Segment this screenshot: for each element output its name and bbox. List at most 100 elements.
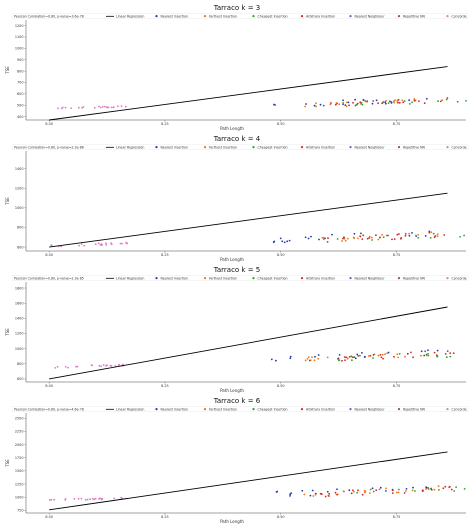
data-point: [106, 364, 108, 367]
data-point: [310, 235, 312, 238]
data-point: [305, 103, 307, 105]
legend-marker: [252, 277, 255, 280]
data-point: [455, 486, 457, 488]
data-point: [359, 101, 362, 103]
data-point: [279, 237, 282, 240]
data-point: [330, 102, 332, 104]
data-point: [110, 106, 113, 109]
data-point: [397, 356, 400, 359]
y-tick-label: 1000: [15, 47, 24, 51]
legend-marker: [252, 146, 255, 149]
data-point: [350, 492, 353, 495]
data-point: [436, 355, 439, 358]
legend-marker: [397, 408, 401, 411]
data-point: [82, 106, 85, 108]
data-point: [411, 101, 413, 104]
data-point: [363, 489, 366, 492]
data-point: [326, 490, 329, 493]
legend-label: Farthest Insertion: [209, 145, 237, 149]
data-point: [385, 99, 387, 102]
data-point: [315, 105, 317, 108]
data-point: [289, 357, 292, 360]
data-point: [391, 238, 393, 241]
data-point: [433, 351, 436, 354]
data-point: [369, 488, 372, 491]
legend: Pearson Correlation=0.80, p-value=3.6e-7…: [11, 13, 469, 19]
y-tick-label: 600: [17, 245, 23, 249]
chart-k6: Tarraco k = 68.008.258.508.759.009.259.5…: [5, 397, 469, 524]
data-point: [357, 489, 359, 492]
data-point: [309, 359, 312, 361]
data-point: [80, 497, 83, 500]
regression-line: [49, 451, 448, 511]
legend-marker: [446, 15, 449, 18]
data-point: [381, 353, 384, 356]
legend-label: Linear Regression: [116, 407, 144, 411]
data-point: [344, 104, 347, 106]
data-point: [408, 103, 411, 105]
data-point: [336, 493, 339, 496]
data-point: [425, 486, 428, 489]
data-point: [379, 486, 382, 489]
data-point: [342, 237, 344, 240]
data-point: [112, 106, 115, 109]
data-point: [385, 487, 387, 490]
data-point: [73, 497, 76, 500]
x-axis-label: Path Length: [220, 519, 244, 524]
data-point: [425, 97, 428, 100]
data-point: [307, 237, 310, 240]
data-point: [359, 235, 362, 238]
data-point: [361, 238, 364, 240]
y-tick-label: 750: [17, 509, 23, 513]
data-point: [116, 105, 119, 108]
regression-line: [49, 192, 448, 248]
data-point: [386, 352, 389, 355]
data-point: [335, 102, 338, 104]
data-point: [406, 352, 409, 355]
data-point: [433, 488, 436, 491]
chart-title: Tarraco k = 5: [213, 266, 261, 274]
data-point: [311, 489, 314, 492]
legend-marker: [300, 15, 304, 18]
data-point: [360, 232, 362, 235]
y-tick-label: 1200: [15, 332, 24, 336]
data-point: [412, 486, 414, 489]
data-point: [105, 244, 108, 246]
data-point: [348, 356, 351, 358]
data-point: [432, 232, 435, 235]
data-point: [288, 239, 291, 242]
data-point: [78, 244, 80, 247]
data-point: [372, 357, 374, 359]
data-point: [397, 101, 399, 104]
data-point: [452, 352, 455, 354]
data-point: [357, 355, 360, 357]
legend-marker: [397, 15, 401, 18]
data-point: [315, 102, 317, 105]
legend-marker: [349, 146, 352, 149]
data-point: [446, 350, 449, 352]
data-point: [438, 489, 440, 491]
data-point: [97, 242, 100, 245]
data-point: [107, 106, 110, 109]
data-point: [89, 498, 91, 501]
data-point: [381, 234, 383, 236]
data-point: [384, 102, 387, 105]
y-tick-label: 1200: [15, 24, 24, 28]
data-point: [449, 352, 452, 355]
data-point: [100, 365, 102, 367]
x-tick-label: 8.25: [161, 253, 169, 257]
data-point: [347, 101, 350, 104]
data-point: [450, 488, 453, 491]
data-point: [351, 356, 354, 359]
data-point: [286, 240, 289, 243]
data-point: [448, 486, 451, 488]
legend-marker: [155, 15, 158, 18]
data-point: [319, 103, 322, 106]
data-point: [372, 490, 375, 493]
legend-marker: [203, 277, 207, 280]
data-point: [413, 98, 416, 100]
data-point: [411, 489, 414, 492]
data-point: [371, 236, 373, 239]
legend-label: Linear Regression: [116, 14, 144, 18]
data-point: [57, 107, 59, 110]
